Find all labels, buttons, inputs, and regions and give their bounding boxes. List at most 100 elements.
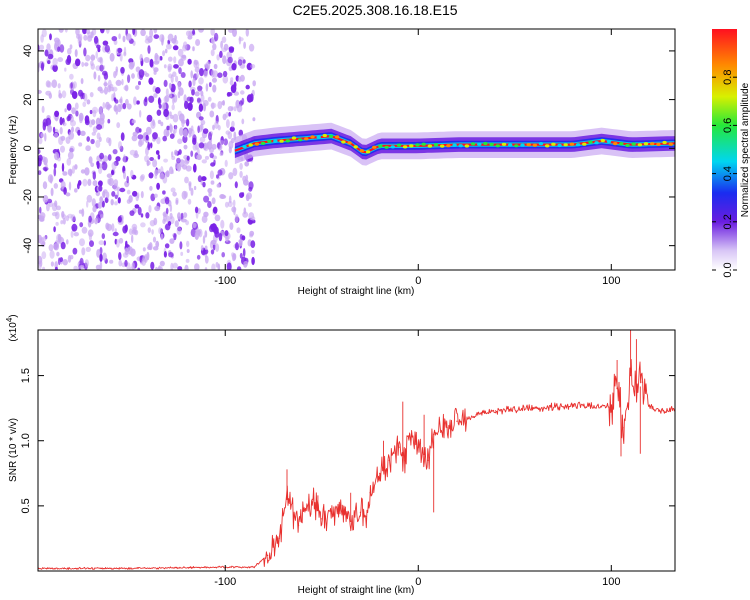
ridge-hotspot	[353, 145, 358, 149]
noise-speckle	[104, 197, 109, 204]
noise-speckle	[124, 84, 129, 92]
noise-speckle	[75, 110, 79, 117]
noise-speckle	[95, 264, 101, 270]
noise-speckle	[217, 72, 223, 78]
noise-speckle	[103, 86, 108, 95]
noise-speckle	[187, 58, 192, 65]
noise-speckle	[115, 156, 121, 162]
noise-speckle	[224, 230, 229, 237]
noise-speckle	[166, 43, 172, 50]
noise-speckle	[106, 29, 110, 34]
noise-speckle	[43, 160, 47, 166]
snr-ytick-label: 0.5	[20, 498, 32, 513]
colorbar-gradient	[712, 29, 737, 270]
noise-speckle	[248, 43, 255, 52]
noise-speckle	[149, 185, 153, 191]
noise-speckle	[53, 163, 57, 169]
noise-speckle	[67, 255, 72, 263]
noise-speckle	[144, 73, 150, 77]
noise-speckle	[98, 240, 105, 246]
ridge-hotspot	[433, 143, 439, 147]
noise-speckle	[115, 68, 118, 76]
noise-speckle	[77, 36, 82, 45]
noise-speckle	[192, 46, 195, 52]
noise-speckle	[80, 130, 86, 136]
noise-speckle	[148, 95, 155, 104]
noise-speckle	[116, 104, 122, 113]
noise-speckle	[236, 266, 242, 270]
noise-speckle	[165, 170, 170, 178]
noise-speckle	[213, 32, 219, 42]
noise-speckle	[98, 117, 105, 125]
noise-speckle	[102, 102, 106, 109]
noise-speckle	[177, 81, 181, 91]
snr-data-point	[572, 405, 574, 407]
noise-speckle	[62, 171, 68, 176]
noise-speckle	[211, 197, 216, 205]
noise-speckle	[226, 119, 230, 129]
snr-panel: -100 0 100 0.5 1.0 1.5 Height of straight lin…	[5, 314, 676, 596]
noise-speckle	[70, 214, 76, 222]
noise-speckle	[168, 252, 174, 258]
noise-speckle	[204, 155, 210, 160]
noise-speckle	[104, 79, 107, 89]
noise-speckle	[40, 62, 45, 71]
noise-speckle	[239, 252, 243, 259]
noise-speckle	[183, 144, 188, 150]
colorbar-tick-label: 0.4	[722, 166, 734, 181]
noise-speckle	[41, 29, 47, 38]
noise-speckle	[145, 147, 149, 156]
noise-speckle	[58, 29, 64, 33]
noise-speckle	[99, 261, 103, 270]
noise-speckle	[138, 69, 145, 78]
snr-data-point	[427, 459, 429, 461]
noise-speckle	[71, 107, 76, 115]
noise-speckle	[109, 52, 115, 62]
noise-speckle	[211, 263, 216, 270]
noise-speckle	[93, 35, 99, 44]
noise-speckle	[164, 95, 170, 103]
noise-speckle	[120, 132, 125, 141]
noise-speckle	[222, 55, 227, 65]
noise-speckle	[119, 98, 123, 104]
noise-speckle	[91, 131, 97, 136]
noise-speckle	[233, 91, 239, 96]
noise-speckle	[152, 132, 158, 140]
noise-speckle	[177, 138, 183, 145]
noise-speckle	[56, 251, 60, 257]
noise-speckle	[128, 61, 135, 70]
noise-speckle	[163, 64, 167, 69]
noise-speckle	[59, 116, 63, 126]
noise-speckle	[216, 54, 220, 61]
snr-data-point	[398, 446, 400, 448]
snr-data-point	[278, 537, 280, 540]
snr-data-point	[610, 405, 612, 407]
noise-speckle	[192, 143, 198, 151]
noise-speckle	[173, 56, 177, 64]
noise-speckle	[232, 167, 238, 177]
noise-speckle	[202, 128, 209, 134]
noise-speckle	[192, 29, 196, 35]
noise-speckle	[206, 61, 211, 70]
noise-speckle	[114, 104, 117, 111]
noise-speckle	[173, 64, 179, 69]
noise-speckle	[115, 79, 122, 86]
noise-speckle	[79, 222, 84, 228]
noise-speckle	[214, 230, 220, 238]
noise-speckle	[73, 265, 78, 270]
noise-speckle	[223, 138, 228, 146]
noise-speckle	[149, 157, 155, 161]
noise-speckle	[98, 180, 103, 187]
noise-speckle	[55, 221, 59, 226]
noise-speckle	[212, 124, 215, 131]
noise-speckle	[90, 63, 96, 70]
noise-speckle	[212, 43, 217, 51]
noise-speckle	[188, 133, 192, 138]
noise-speckle	[87, 31, 93, 39]
spectrogram-ytick-label: -40	[22, 238, 34, 254]
noise-speckle	[42, 266, 46, 270]
noise-speckle	[99, 64, 104, 72]
noise-speckle	[162, 190, 166, 195]
noise-speckle	[130, 248, 136, 257]
noise-speckle	[66, 103, 72, 111]
